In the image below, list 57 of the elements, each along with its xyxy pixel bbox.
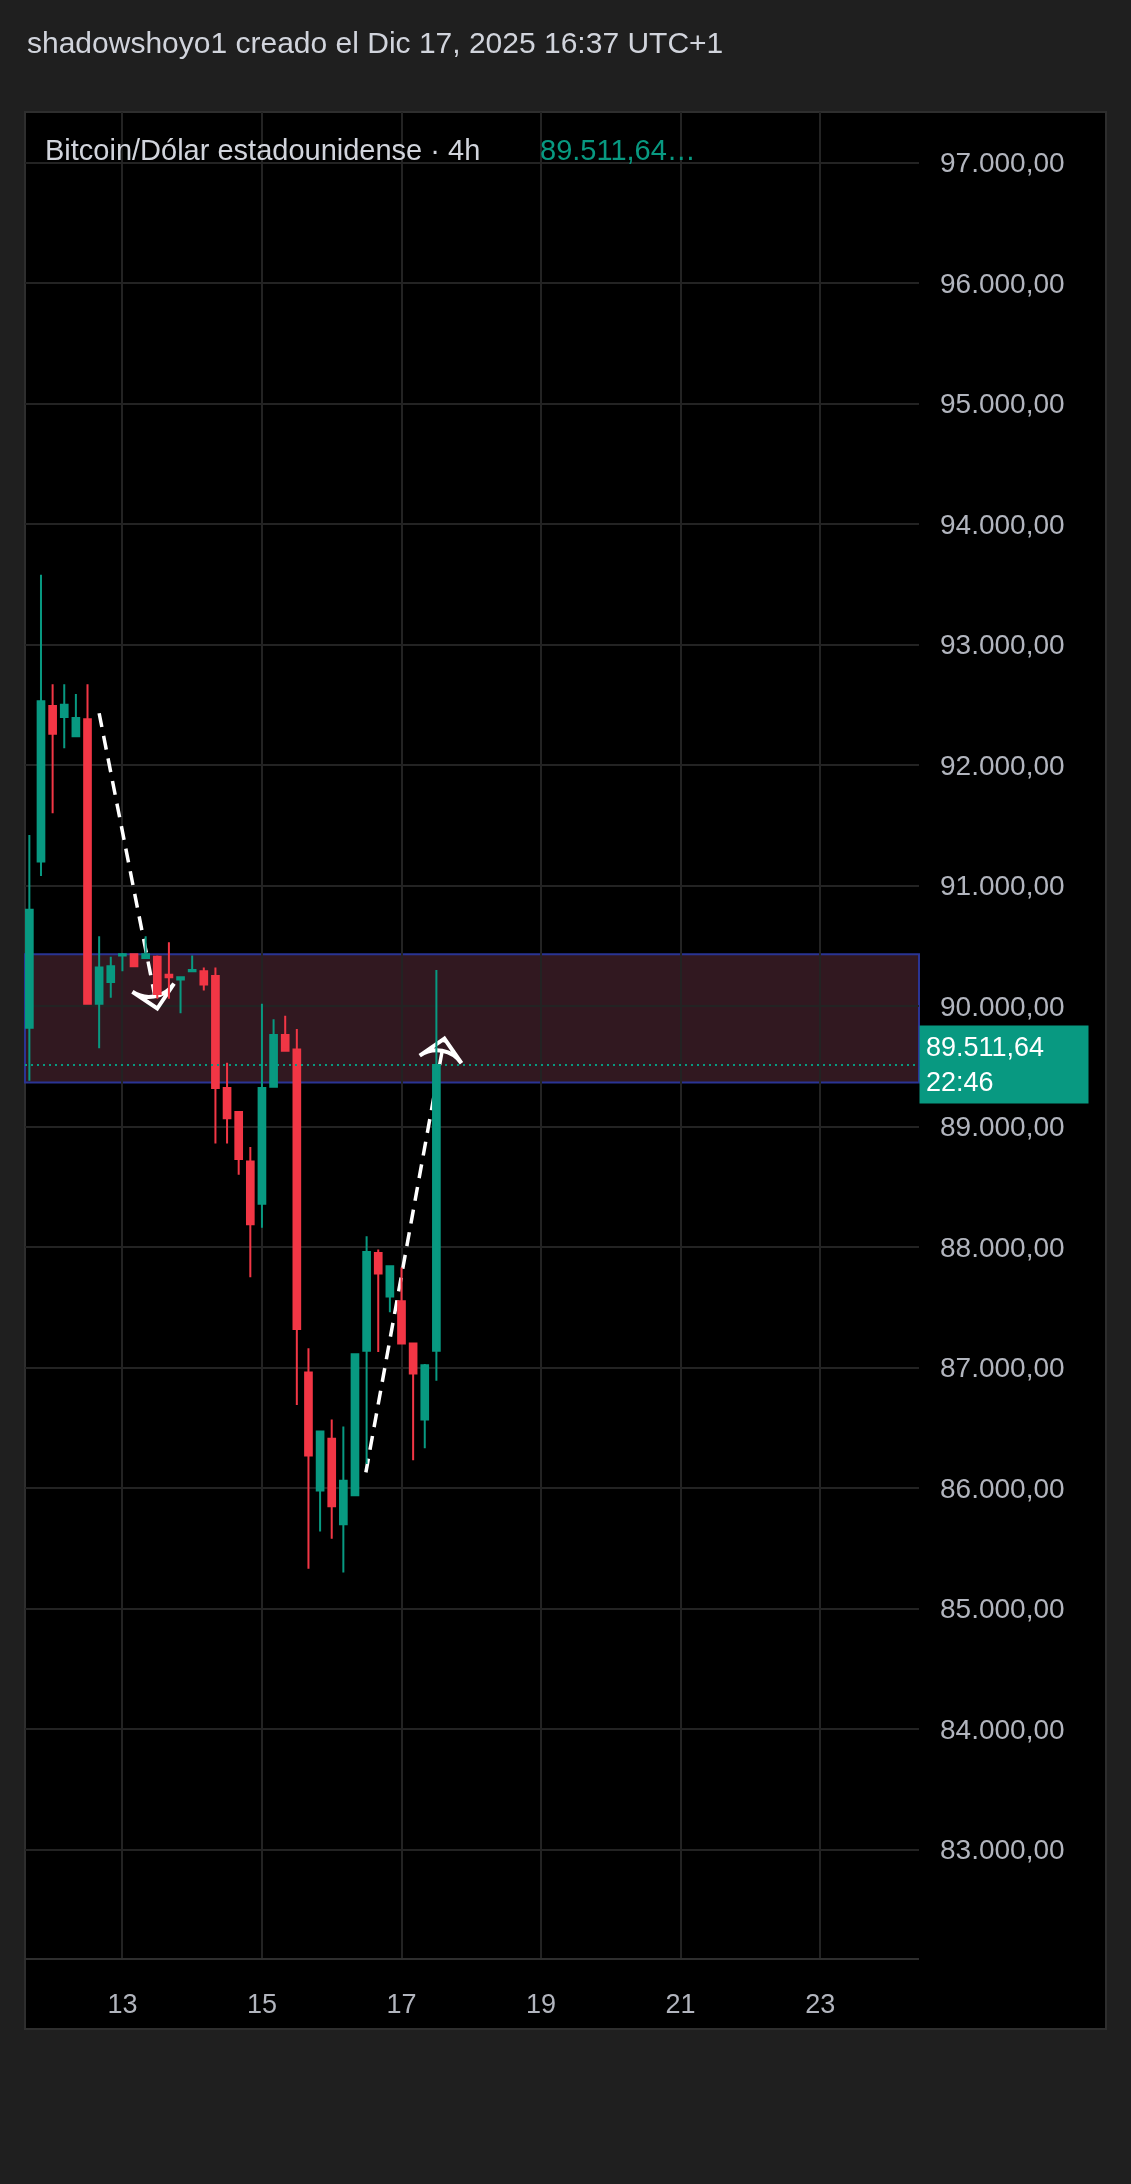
y-tick-label: 92.000,00	[940, 749, 1065, 781]
candlestick	[292, 1027, 302, 1406]
y-tick-label: 94.000,00	[940, 508, 1065, 540]
candlestick	[327, 1418, 337, 1540]
x-tick-label: 19	[526, 1989, 557, 2020]
candlestick	[245, 1146, 255, 1279]
y-tick-label: 90.000,00	[940, 990, 1065, 1022]
candlestick	[280, 1014, 290, 1052]
y-tick-label: 95.000,00	[940, 388, 1065, 420]
candlestick	[176, 976, 185, 1015]
y-tick-label: 84.000,00	[940, 1713, 1065, 1745]
text: 89.511,64…	[540, 134, 696, 166]
text: shadowshoyo1 creado el Dic 17, 2025 16:37 UTC+1	[27, 26, 724, 59]
ref-line-label: 89.511,64 22:46	[926, 1032, 1045, 1098]
candlestick	[141, 935, 150, 959]
candlestick	[385, 1265, 395, 1314]
candlestick	[373, 1248, 383, 1353]
y-tick-label: 89.000,00	[940, 1111, 1065, 1143]
candlestick	[94, 935, 104, 1050]
candlestick	[222, 1061, 232, 1145]
y-tick-label: 87.000,00	[940, 1352, 1065, 1384]
candlestick	[118, 952, 127, 973]
candlestick	[211, 966, 220, 1145]
candlestick	[234, 1111, 244, 1176]
candlestick	[152, 954, 162, 1000]
y-tick-label: 91.000,00	[940, 870, 1065, 902]
candlestick	[59, 683, 69, 750]
candlestick	[315, 1430, 325, 1533]
candlestick	[48, 683, 57, 815]
candlestick	[397, 1266, 406, 1345]
y-tick-label: 85.000,00	[940, 1593, 1065, 1625]
candlestick	[106, 955, 116, 999]
candlestick	[339, 1425, 348, 1574]
y-tick-label: 97.000,00	[940, 147, 1065, 179]
y-tick-label: 93.000,00	[940, 629, 1065, 661]
candlestick	[408, 1342, 418, 1462]
x-tick-label: 15	[246, 1989, 277, 2020]
candlestick	[304, 1347, 313, 1570]
candlestick	[362, 1235, 371, 1465]
y-tick-label: 86.000,00	[940, 1472, 1065, 1504]
candlestick	[420, 1362, 430, 1450]
candlestick	[129, 953, 139, 968]
candlestick	[199, 966, 209, 992]
x-tick-label: 23	[805, 1989, 836, 2020]
candlestick	[71, 693, 81, 739]
candlestick	[350, 1353, 360, 1497]
x-tick-label: 13	[107, 1989, 138, 2020]
y-tick-label: 83.000,00	[940, 1834, 1065, 1866]
x-tick-label: 21	[665, 1989, 696, 2020]
candlestick	[83, 683, 92, 1005]
candlestick	[164, 941, 174, 1000]
x-tick-label: 17	[386, 1989, 417, 2020]
text: Bitcoin/Dólar estadounidense · 4h	[45, 134, 481, 167]
candlestick	[187, 954, 197, 974]
y-tick-label: 96.000,00	[940, 267, 1065, 299]
y-tick-label: 88.000,00	[940, 1231, 1065, 1263]
candlestick	[36, 573, 46, 877]
